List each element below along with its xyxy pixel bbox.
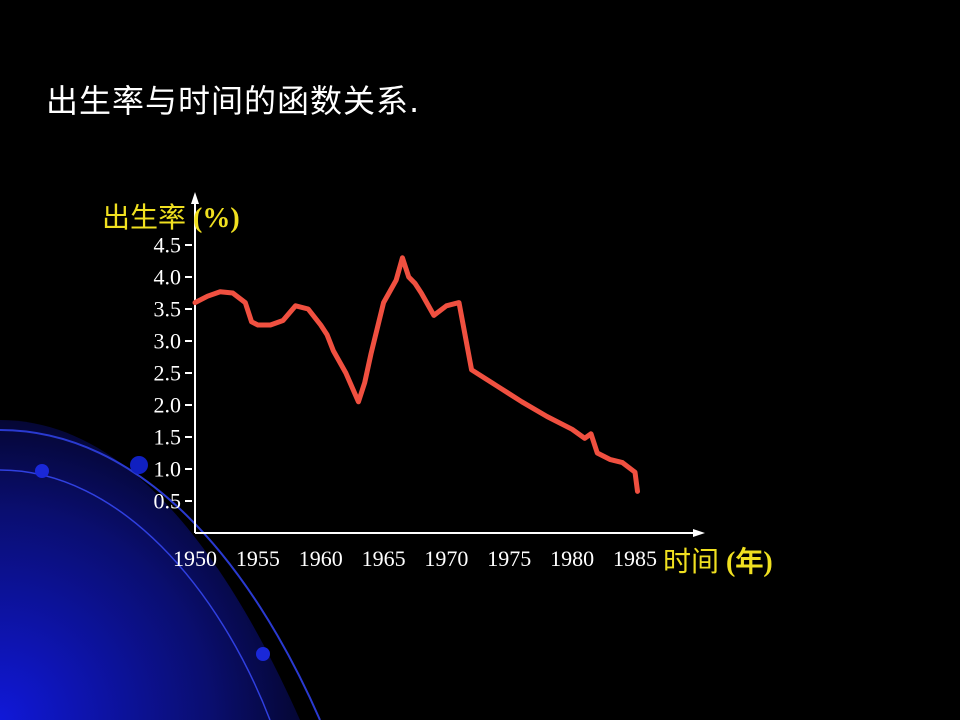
x-tick-label: 1950 (173, 546, 217, 571)
y-tick-label: 3.5 (154, 297, 182, 322)
y-axis-label-text: 出生率 (102, 201, 187, 234)
y-tick-label: 2.5 (154, 361, 182, 386)
x-tick-label: 1975 (487, 546, 531, 571)
decor-arc-1 (0, 429, 321, 720)
y-tick-label: 2.0 (154, 393, 182, 418)
y-tick-label: 1.5 (154, 425, 182, 450)
decor-arc-2 (0, 469, 271, 720)
y-axis-arrow (191, 192, 199, 204)
decor-dot-3 (256, 647, 270, 661)
y-tick-label: 3.0 (154, 329, 182, 354)
y-tick-label: 0.5 (154, 489, 182, 514)
decor-dot-1 (35, 464, 49, 478)
y-axis-label-unit: (%) (193, 203, 240, 234)
x-axis-arrow (693, 529, 705, 537)
series-layer (192, 255, 641, 494)
x-axis-label: 时间 (年) (663, 540, 773, 580)
y-tick-label: 1.0 (154, 457, 182, 482)
x-axis-label-unit: (年) (726, 547, 773, 578)
x-tick-label: 1965 (362, 546, 406, 571)
y-tick-label: 4.5 (154, 233, 182, 258)
x-tick-label: 1955 (236, 546, 280, 571)
birth-rate-series-line (192, 255, 641, 494)
decor-dot-2 (130, 456, 148, 474)
x-tick-label: 1960 (299, 546, 343, 571)
y-ticks: 0.5 1.0 1.5 2.0 2.5 3.0 3.5 4.0 4.5 (154, 233, 192, 514)
decor-blue-swoosh (0, 420, 300, 720)
y-tick-label: 4.0 (154, 265, 182, 290)
x-tick-label: 1985 (613, 546, 657, 571)
x-axis-label-text: 时间 (663, 545, 720, 578)
y-axis-label: 出生率 (%) (102, 196, 240, 236)
x-tick-label: 1980 (550, 546, 594, 571)
x-ticks: 1950 1955 1960 1965 1970 1975 1980 1985 (173, 546, 657, 571)
slide-title: 出生率与时间的函数关系. (46, 82, 421, 120)
x-tick-label: 1970 (424, 546, 468, 571)
chart-axes (191, 192, 705, 537)
